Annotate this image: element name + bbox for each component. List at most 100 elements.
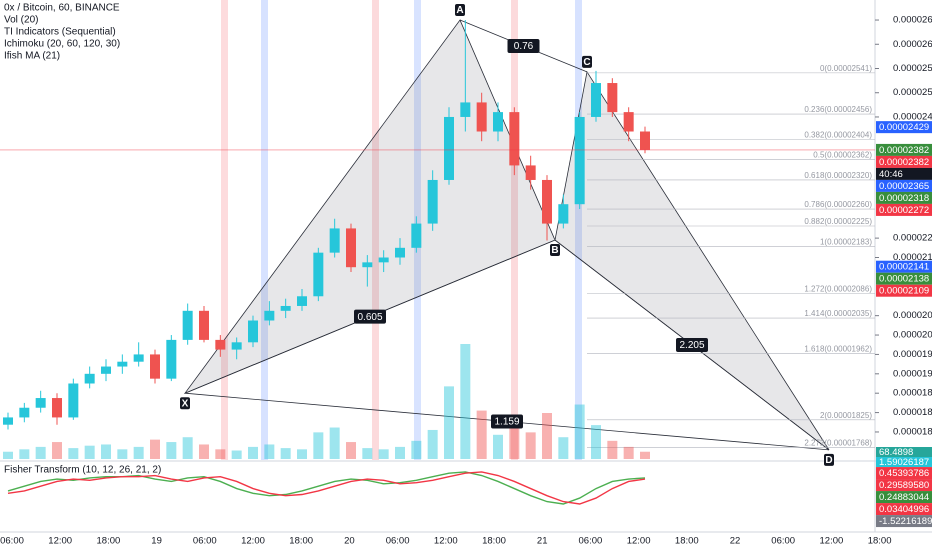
y-tick-label: 0.00002040 [893, 310, 932, 321]
ratio-label: 1.159 [494, 417, 519, 428]
price-badge-label: 0.00002272 [879, 205, 929, 216]
volume-bar [591, 425, 601, 459]
candle-body [640, 131, 650, 150]
volume-bar [574, 404, 585, 459]
price-badge-label: 0.29589580 [879, 480, 929, 491]
x-tick-label: 19 [151, 536, 162, 547]
price-badge-label: 0.00002365 [879, 181, 929, 192]
x-tick-label: 18:00 [675, 536, 699, 547]
price-badge [876, 515, 932, 528]
x-tick-label: 20 [344, 536, 355, 547]
price-badge [876, 191, 932, 204]
candle-body [346, 228, 356, 268]
ratio-box [507, 38, 540, 53]
price-badge-label: 1.59026187 [879, 457, 929, 468]
fib-label: 2.272(0.00001768) [804, 439, 872, 448]
candle-body [378, 257, 389, 263]
y-tick-label: 0.00002500 [893, 87, 932, 98]
volume-bar [297, 449, 307, 459]
candle-body [591, 83, 601, 117]
candle-body [52, 398, 62, 418]
volume-bar [509, 422, 520, 459]
y-tick-label: 0.00002160 [893, 252, 932, 263]
x-tick-label: 21 [537, 536, 548, 547]
ratio-label: 0.605 [357, 312, 382, 323]
x-tick-label: 18:00 [97, 536, 121, 547]
fib-label: 0(0.00002541) [820, 64, 872, 73]
x-tick-label: 06:00 [0, 536, 24, 547]
price-badge-label: -1.52216189 [879, 516, 932, 527]
candle-body [395, 247, 405, 258]
volume-bar [378, 449, 389, 459]
price-badge-label: 0.00002429 [879, 122, 929, 133]
price-badge [876, 479, 932, 492]
candle-body [101, 366, 111, 374]
legend-item: Vol (20) [4, 15, 38, 26]
volume-bar [84, 445, 95, 459]
x-tick-label: 18:00 [482, 536, 506, 547]
stripe [221, 0, 228, 460]
ratio-box [491, 414, 523, 429]
price-badge-label: 0.00002318 [879, 193, 929, 204]
candle-body [427, 179, 438, 224]
candle-body [199, 310, 209, 340]
volume-bar [101, 444, 111, 459]
fib-label: 1.414(0.00002035) [804, 309, 872, 318]
price-badge-label: 0.00002138 [879, 274, 929, 285]
candle-body [411, 223, 422, 248]
point-label: C [583, 57, 590, 68]
fib-label: 0.882(0.00002225) [804, 217, 872, 226]
point-box [180, 397, 190, 410]
candle-body [329, 228, 340, 253]
volume-bar [150, 439, 160, 459]
y-tick-label: 0.00001920 [893, 368, 932, 379]
volume-bar [35, 446, 46, 459]
point-label: X [182, 398, 189, 409]
x-tick-label: 06:00 [386, 536, 410, 547]
volume-bar [444, 386, 454, 459]
volume-bar [52, 442, 62, 459]
candle-body [460, 102, 471, 117]
volume-bar [3, 451, 13, 459]
volume-bar [476, 410, 487, 459]
price-badge [876, 457, 932, 467]
price-badge [876, 167, 932, 180]
price-badge [876, 284, 932, 297]
candle-body [133, 354, 144, 362]
legend-item: 0x / Bitcoin, 60, BINANCE [4, 3, 120, 14]
candle-body [280, 305, 291, 311]
price-badge-label: 0.00002141 [879, 262, 929, 273]
candle-body [297, 296, 307, 306]
stripe [261, 0, 268, 460]
fib-label: 0.5(0.00002362) [813, 151, 872, 160]
volume-bar [215, 449, 226, 459]
candle-body [313, 252, 324, 297]
volume-bar [133, 446, 144, 459]
fib-label: 0.382(0.00002404) [804, 130, 872, 139]
point-label: D [825, 455, 832, 466]
fib-label: 0.786(0.00002260) [804, 200, 872, 209]
candle-body [84, 373, 95, 384]
volume-bar [117, 449, 128, 459]
stripe [511, 0, 518, 460]
volume-bar [460, 344, 471, 459]
price-badge-label: 0.45393786 [879, 468, 929, 479]
ratio-label: 0.76 [514, 41, 534, 52]
y-tick-label: 0.00002600 [893, 39, 932, 50]
y-tick-label: 0.00002000 [893, 330, 932, 341]
y-tick-label: 0.00002200 [893, 233, 932, 244]
fib-label: 0.618(0.00002320) [804, 171, 872, 180]
volume-bar [427, 429, 438, 459]
volume-bar [68, 448, 79, 459]
y-tick-label: 0.00002550 [893, 63, 932, 74]
volume-bar [542, 413, 552, 459]
candle-body [35, 398, 46, 408]
x-tick-label: 18:00 [868, 536, 892, 547]
price-badge-label: 0.00002382 [879, 145, 929, 156]
x-tick-label: 18:00 [289, 536, 313, 547]
price-badge [876, 272, 932, 285]
volume-bar [525, 432, 536, 459]
stripe [575, 0, 582, 460]
volume-bar [280, 448, 291, 459]
price-badge [876, 467, 932, 480]
